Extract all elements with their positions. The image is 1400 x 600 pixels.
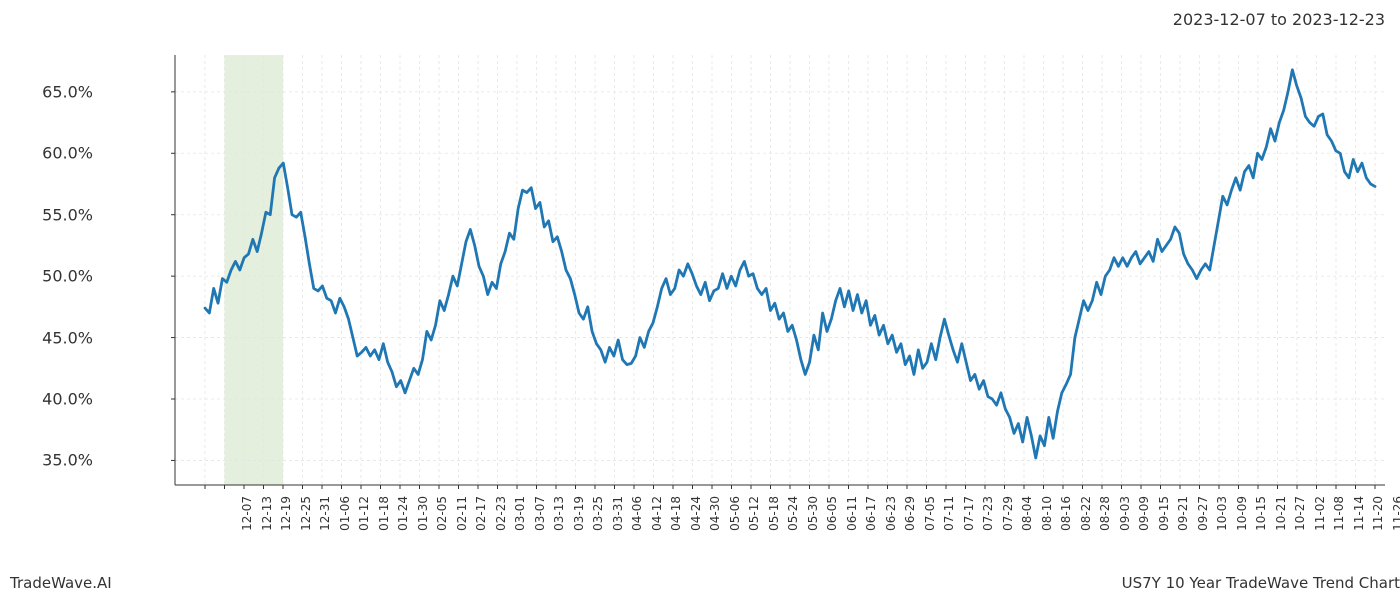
x-tick-label: 03-01 xyxy=(513,496,527,531)
x-tick-label: 07-11 xyxy=(942,496,956,531)
x-tick-label: 01-12 xyxy=(357,496,371,531)
y-tick-label: 40.0% xyxy=(42,390,93,409)
date-range: 2023-12-07 to 2023-12-23 xyxy=(1173,10,1385,29)
x-tick-label: 01-30 xyxy=(415,496,429,531)
x-tick-label: 02-05 xyxy=(435,496,449,531)
x-axis: 12-07 12-13 12-19 12-25 12-31 01-06 01-12 01-18… xyxy=(175,490,1385,560)
x-tick-label: 10-03 xyxy=(1215,496,1229,531)
x-tick-label: 04-24 xyxy=(688,496,702,531)
x-tick-label: 06-11 xyxy=(844,496,858,531)
y-tick-label: 55.0% xyxy=(42,205,93,224)
x-tick-label: 09-09 xyxy=(1137,496,1151,531)
x-tick-label: 12-13 xyxy=(259,496,273,531)
x-tick-label: 07-17 xyxy=(961,496,975,531)
x-tick-label: 08-10 xyxy=(1039,496,1053,531)
x-tick-label: 12-25 xyxy=(298,496,312,531)
x-tick-label: 07-23 xyxy=(981,496,995,531)
x-tick-label: 08-22 xyxy=(1078,496,1092,531)
x-tick-label: 06-29 xyxy=(903,496,917,531)
y-tick-label: 60.0% xyxy=(42,144,93,163)
x-tick-label: 05-06 xyxy=(727,496,741,531)
x-tick-label: 01-06 xyxy=(337,496,351,531)
x-tick-label: 03-07 xyxy=(532,496,546,531)
x-tick-label: 02-23 xyxy=(493,496,507,531)
y-tick-label: 35.0% xyxy=(42,451,93,470)
x-tick-label: 08-04 xyxy=(1020,496,1034,531)
x-tick-label: 09-03 xyxy=(1117,496,1131,531)
y-tick-label: 50.0% xyxy=(42,267,93,286)
x-tick-label: 12-31 xyxy=(318,496,332,531)
y-axis: 35.0% 40.0% 45.0% 50.0% 55.0% 60.0% 65.0% xyxy=(0,55,175,485)
x-tick-label: 05-24 xyxy=(786,496,800,531)
x-tick-label: 09-15 xyxy=(1156,496,1170,531)
x-tick-label: 10-09 xyxy=(1234,496,1248,531)
x-tick-label: 09-27 xyxy=(1195,496,1209,531)
x-tick-label: 08-16 xyxy=(1059,496,1073,531)
x-tick-label: 01-24 xyxy=(396,496,410,531)
x-tick-label: 01-18 xyxy=(376,496,390,531)
x-tick-label: 04-06 xyxy=(630,496,644,531)
x-tick-label: 04-12 xyxy=(649,496,663,531)
x-tick-label: 11-02 xyxy=(1312,496,1326,531)
x-tick-label: 06-17 xyxy=(864,496,878,531)
y-tick-label: 65.0% xyxy=(42,82,93,101)
x-tick-label: 06-05 xyxy=(825,496,839,531)
x-tick-label: 06-23 xyxy=(883,496,897,531)
x-tick-label: 03-25 xyxy=(591,496,605,531)
x-tick-label: 03-31 xyxy=(610,496,624,531)
x-tick-label: 09-21 xyxy=(1176,496,1190,531)
x-tick-label: 10-27 xyxy=(1293,496,1307,531)
x-tick-label: 07-29 xyxy=(1000,496,1014,531)
x-tick-label: 12-19 xyxy=(279,496,293,531)
x-tick-label: 04-30 xyxy=(708,496,722,531)
x-tick-label: 02-17 xyxy=(474,496,488,531)
plot-area xyxy=(175,55,1385,485)
x-tick-label: 05-12 xyxy=(747,496,761,531)
x-tick-label: 03-13 xyxy=(552,496,566,531)
x-tick-label: 07-05 xyxy=(922,496,936,531)
x-tick-label: 10-21 xyxy=(1273,496,1287,531)
x-tick-label: 03-19 xyxy=(571,496,585,531)
x-tick-label: 11-14 xyxy=(1351,496,1365,531)
footer-title: US7Y 10 Year TradeWave Trend Chart xyxy=(1122,574,1400,592)
x-tick-label: 10-15 xyxy=(1254,496,1268,531)
x-tick-label: 02-11 xyxy=(454,496,468,531)
x-tick-label: 12-07 xyxy=(240,496,254,531)
x-tick-label: 11-20 xyxy=(1371,496,1385,531)
chart-svg xyxy=(175,55,1385,485)
x-tick-label: 05-18 xyxy=(766,496,780,531)
x-tick-label: 11-08 xyxy=(1332,496,1346,531)
x-tick-label: 08-28 xyxy=(1098,496,1112,531)
y-tick-label: 45.0% xyxy=(42,328,93,347)
x-tick-label: 04-18 xyxy=(669,496,683,531)
x-tick-label: 11-26 xyxy=(1390,496,1400,531)
footer-brand: TradeWave.AI xyxy=(10,574,112,592)
x-tick-label: 05-30 xyxy=(805,496,819,531)
